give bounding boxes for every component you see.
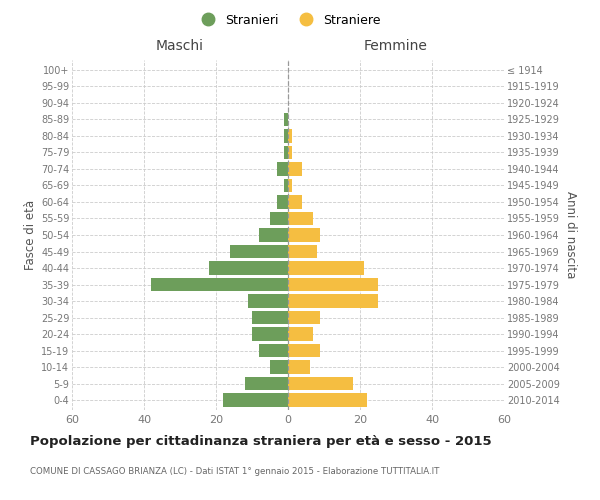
Bar	[288, 162, 302, 175]
Bar	[288, 245, 317, 258]
Bar	[223, 394, 288, 406]
Y-axis label: Fasce di età: Fasce di età	[23, 200, 37, 270]
Bar	[277, 162, 288, 175]
Y-axis label: Anni di nascita: Anni di nascita	[564, 192, 577, 278]
Bar	[284, 179, 288, 192]
Text: COMUNE DI CASSAGO BRIANZA (LC) - Dati ISTAT 1° gennaio 2015 - Elaborazione TUTTI: COMUNE DI CASSAGO BRIANZA (LC) - Dati IS…	[30, 468, 439, 476]
Bar	[284, 130, 288, 142]
Bar	[248, 294, 288, 308]
Bar	[288, 294, 378, 308]
Bar	[288, 262, 364, 274]
Bar	[284, 146, 288, 159]
Bar	[252, 328, 288, 340]
Bar	[288, 278, 378, 291]
Bar	[288, 212, 313, 225]
Bar	[209, 262, 288, 274]
Text: Popolazione per cittadinanza straniera per età e sesso - 2015: Popolazione per cittadinanza straniera p…	[30, 435, 491, 448]
Bar	[288, 311, 320, 324]
Bar	[288, 328, 313, 340]
Bar	[288, 130, 292, 142]
Text: Femmine: Femmine	[364, 38, 428, 52]
Bar	[288, 344, 320, 357]
Bar	[288, 179, 292, 192]
Bar	[252, 311, 288, 324]
Bar	[230, 245, 288, 258]
Bar	[259, 344, 288, 357]
Bar	[288, 146, 292, 159]
Bar	[288, 228, 320, 241]
Bar	[270, 212, 288, 225]
Bar	[277, 196, 288, 208]
Bar	[270, 360, 288, 374]
Legend: Stranieri, Straniere: Stranieri, Straniere	[190, 8, 386, 32]
Bar	[284, 113, 288, 126]
Text: Maschi: Maschi	[156, 38, 204, 52]
Bar	[288, 196, 302, 208]
Bar	[245, 377, 288, 390]
Bar	[288, 377, 353, 390]
Bar	[288, 394, 367, 406]
Bar	[259, 228, 288, 241]
Bar	[151, 278, 288, 291]
Bar	[288, 360, 310, 374]
